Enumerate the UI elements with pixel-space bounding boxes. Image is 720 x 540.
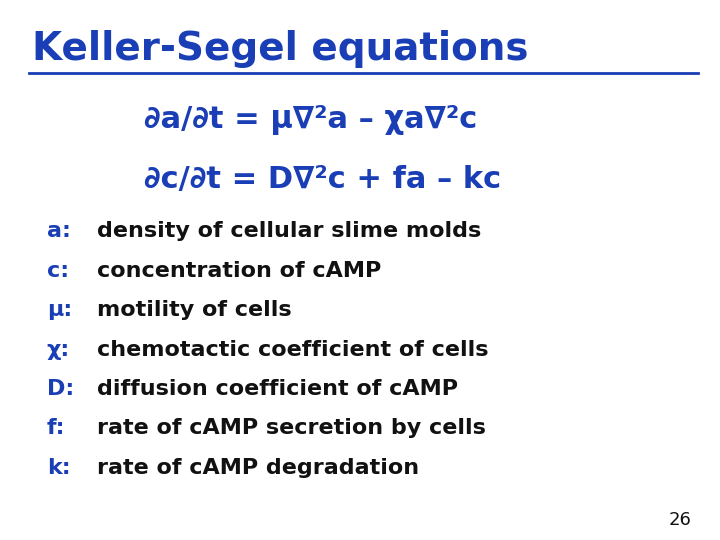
Text: rate of cAMP secretion by cells: rate of cAMP secretion by cells — [97, 418, 486, 438]
Text: a:: a: — [47, 221, 71, 241]
Text: motility of cells: motility of cells — [97, 300, 292, 320]
Text: Keller-Segel equations: Keller-Segel equations — [32, 30, 529, 68]
Text: μ:: μ: — [47, 300, 72, 320]
Text: ∂a/∂t = μ∇²a – χa∇²c: ∂a/∂t = μ∇²a – χa∇²c — [144, 105, 477, 136]
Text: concentration of cAMP: concentration of cAMP — [97, 261, 382, 281]
Text: ∂c/∂t = D∇²c + fa – kc: ∂c/∂t = D∇²c + fa – kc — [144, 165, 501, 194]
Text: diffusion coefficient of cAMP: diffusion coefficient of cAMP — [97, 379, 458, 399]
Text: k:: k: — [47, 458, 71, 478]
Text: χ:: χ: — [47, 340, 70, 360]
Text: f:: f: — [47, 418, 66, 438]
Text: D:: D: — [47, 379, 74, 399]
Text: c:: c: — [47, 261, 69, 281]
Text: chemotactic coefficient of cells: chemotactic coefficient of cells — [97, 340, 489, 360]
Text: rate of cAMP degradation: rate of cAMP degradation — [97, 458, 419, 478]
Text: density of cellular slime molds: density of cellular slime molds — [97, 221, 482, 241]
Text: 26: 26 — [668, 511, 691, 529]
